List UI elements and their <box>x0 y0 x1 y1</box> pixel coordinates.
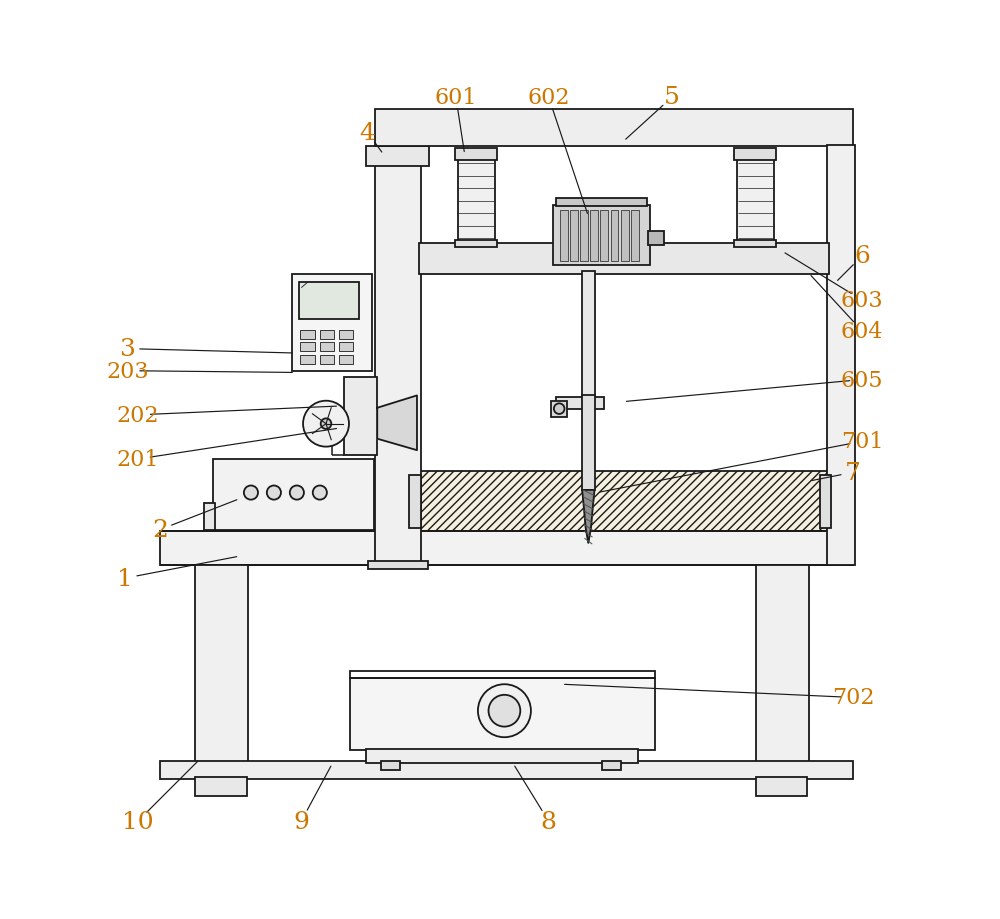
Bar <box>409 475 421 528</box>
Bar <box>556 398 604 409</box>
Bar <box>213 460 374 530</box>
Text: 7: 7 <box>845 461 861 484</box>
Bar <box>737 160 774 244</box>
Bar <box>366 147 429 166</box>
Bar <box>320 331 334 339</box>
Text: 10: 10 <box>122 810 154 833</box>
Bar <box>160 532 853 565</box>
Bar <box>734 241 776 248</box>
Bar <box>350 671 655 678</box>
Text: 1: 1 <box>117 567 133 590</box>
Bar <box>292 274 372 371</box>
Text: 605: 605 <box>841 369 883 391</box>
Text: 6: 6 <box>854 245 870 268</box>
Text: 9: 9 <box>293 810 309 833</box>
Bar <box>611 210 618 262</box>
Bar <box>820 475 831 528</box>
Text: 601: 601 <box>435 86 477 108</box>
Bar <box>320 356 334 364</box>
Bar <box>339 343 353 352</box>
Bar <box>602 761 621 770</box>
Bar <box>366 749 638 763</box>
Polygon shape <box>377 396 417 450</box>
Bar <box>320 343 334 352</box>
Bar <box>553 206 650 266</box>
Text: 8: 8 <box>541 810 557 833</box>
Bar <box>582 396 595 491</box>
Bar <box>556 199 647 207</box>
Circle shape <box>267 486 281 500</box>
Bar <box>344 378 377 455</box>
Bar <box>195 777 247 797</box>
Polygon shape <box>582 491 595 543</box>
Bar <box>339 356 353 364</box>
Bar <box>160 761 853 779</box>
Bar <box>621 210 629 262</box>
Text: 604: 604 <box>841 321 883 343</box>
Bar <box>419 471 827 532</box>
Text: 201: 201 <box>117 448 159 471</box>
Text: 5: 5 <box>664 86 680 109</box>
Bar <box>204 504 215 530</box>
Text: 4: 4 <box>360 121 375 144</box>
Bar <box>570 210 578 262</box>
Text: 203: 203 <box>106 360 149 382</box>
Bar <box>580 210 588 262</box>
Bar <box>551 402 567 417</box>
Bar <box>648 232 664 246</box>
Text: 202: 202 <box>117 404 159 426</box>
Text: 602: 602 <box>527 86 570 108</box>
Circle shape <box>290 486 304 500</box>
Circle shape <box>313 486 327 500</box>
Bar <box>734 149 776 162</box>
Text: 2: 2 <box>152 518 168 541</box>
Bar <box>756 565 809 764</box>
Circle shape <box>321 419 331 429</box>
Bar <box>195 565 248 764</box>
Bar <box>582 272 595 400</box>
Bar <box>455 149 497 162</box>
Bar <box>827 145 855 565</box>
Text: 701: 701 <box>841 431 883 453</box>
Bar <box>756 777 807 797</box>
Circle shape <box>303 402 349 448</box>
Bar <box>590 210 598 262</box>
Text: 603: 603 <box>841 289 883 312</box>
Bar <box>381 761 400 770</box>
Circle shape <box>478 685 531 737</box>
Bar <box>375 158 421 565</box>
Bar <box>458 160 495 244</box>
Bar <box>300 356 315 364</box>
Bar <box>300 343 315 352</box>
Circle shape <box>489 695 520 727</box>
Bar <box>368 562 428 569</box>
Bar <box>350 678 655 751</box>
Text: 3: 3 <box>119 337 135 360</box>
Bar <box>299 283 359 320</box>
Bar <box>375 110 853 147</box>
Bar <box>339 331 353 339</box>
Bar <box>560 210 568 262</box>
Bar <box>300 331 315 339</box>
Bar <box>455 241 497 248</box>
Text: 702: 702 <box>832 686 875 709</box>
Bar <box>600 210 608 262</box>
Bar <box>419 244 829 274</box>
Circle shape <box>554 404 564 414</box>
Circle shape <box>244 486 258 500</box>
Bar <box>631 210 639 262</box>
